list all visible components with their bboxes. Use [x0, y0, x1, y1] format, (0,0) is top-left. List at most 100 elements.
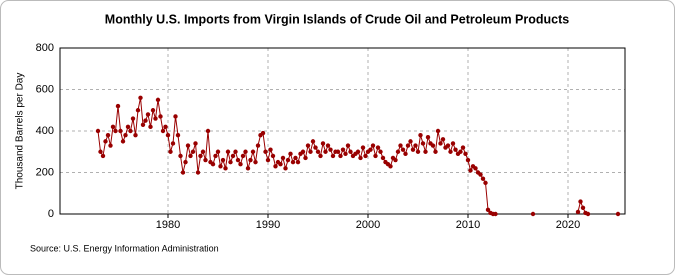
data-point	[465, 157, 471, 163]
data-point	[370, 143, 376, 148]
data-point	[483, 180, 488, 186]
data-point	[313, 145, 318, 150]
data-point	[185, 143, 191, 148]
data-point	[460, 145, 466, 150]
data-point	[458, 149, 463, 154]
data-point	[405, 143, 411, 148]
data-point	[210, 162, 216, 167]
data-point	[103, 139, 108, 144]
data-point	[248, 157, 253, 163]
data-point	[420, 141, 426, 146]
data-point	[180, 170, 186, 175]
data-point	[290, 159, 296, 165]
data-point	[328, 147, 333, 152]
chart-title: Monthly U.S. Imports from Virgin Islands…	[105, 12, 569, 26]
data-point	[148, 124, 153, 130]
y-tick-label: 600	[36, 83, 54, 95]
data-point	[413, 143, 418, 148]
data-point	[268, 147, 273, 152]
data-point	[468, 168, 473, 173]
data-point	[138, 95, 143, 101]
data-point	[320, 141, 326, 146]
data-point	[360, 145, 366, 150]
data-point	[95, 128, 101, 134]
data-point	[578, 199, 583, 204]
data-point	[388, 164, 393, 169]
data-point	[450, 141, 456, 146]
data-point	[270, 153, 276, 159]
data-point	[183, 159, 188, 165]
x-tick-label: 1990	[256, 219, 280, 231]
data-point	[145, 112, 151, 117]
y-tick-label: 0	[48, 208, 54, 220]
data-point	[448, 149, 453, 154]
data-point	[153, 116, 158, 121]
data-point	[178, 153, 183, 159]
data-point	[308, 149, 313, 154]
data-point	[140, 122, 146, 127]
data-point	[358, 155, 363, 161]
data-point	[575, 209, 581, 215]
data-point	[410, 147, 416, 152]
data-point	[338, 153, 343, 159]
data-point	[245, 166, 251, 171]
data-point	[135, 108, 141, 113]
data-point	[243, 149, 248, 154]
data-point	[485, 207, 491, 213]
data-point	[283, 166, 288, 171]
data-point	[423, 149, 428, 154]
data-point	[278, 162, 283, 167]
data-point	[295, 159, 301, 165]
data-point	[580, 205, 586, 210]
data-point	[363, 153, 368, 159]
data-point	[395, 149, 401, 154]
data-point	[170, 141, 176, 146]
data-point	[150, 108, 156, 113]
data-point	[398, 143, 403, 148]
data-point	[345, 143, 351, 148]
data-point	[260, 130, 266, 136]
data-point	[188, 153, 193, 159]
data-point	[445, 143, 451, 148]
data-point	[200, 149, 206, 154]
data-point	[368, 147, 373, 152]
data-point	[173, 114, 178, 119]
data-point	[218, 164, 223, 169]
data-point	[615, 211, 621, 217]
data-point	[108, 143, 113, 148]
data-point	[380, 155, 386, 161]
data-point	[330, 153, 336, 159]
data-point	[198, 153, 203, 159]
data-point	[238, 162, 243, 167]
y-axis-label: Thousand Barrels per Day	[15, 73, 26, 190]
data-point	[250, 149, 256, 154]
data-point	[163, 124, 168, 130]
data-point	[120, 139, 126, 144]
data-point	[165, 132, 171, 138]
data-point	[195, 170, 201, 175]
data-point	[123, 132, 128, 138]
data-point	[100, 153, 106, 159]
data-point	[348, 149, 353, 154]
data-point	[230, 153, 236, 159]
data-point	[273, 164, 278, 169]
data-point	[203, 157, 208, 163]
data-point	[125, 124, 131, 130]
data-point	[463, 151, 468, 157]
data-point	[143, 118, 148, 123]
data-point	[315, 149, 321, 154]
data-point	[160, 128, 166, 134]
data-point	[585, 211, 591, 217]
data-point	[323, 149, 328, 154]
x-tick-label: 2010	[456, 219, 480, 231]
data-point	[378, 149, 383, 154]
data-point	[373, 153, 378, 159]
data-point	[493, 211, 498, 217]
data-point	[478, 172, 483, 177]
source-note: Source: U.S. Energy Information Administ…	[30, 243, 219, 253]
y-tick-label: 200	[36, 166, 54, 178]
data-point	[425, 135, 431, 140]
data-point	[223, 166, 228, 171]
